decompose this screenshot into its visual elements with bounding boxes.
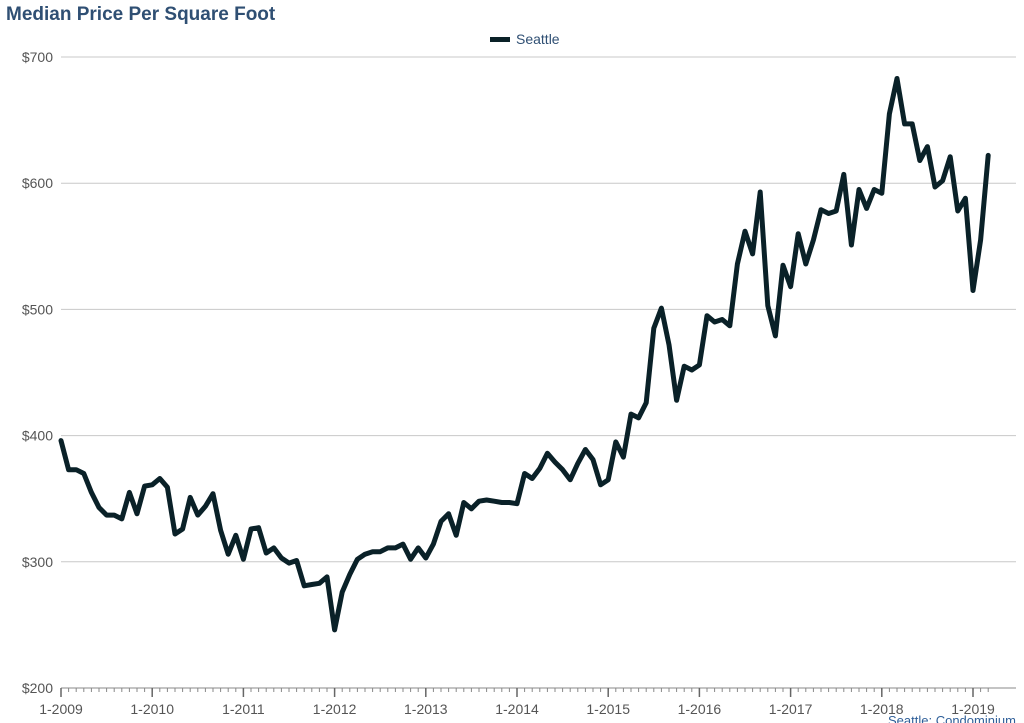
- legend-swatch: [490, 36, 510, 42]
- chart-title: Median Price Per Square Foot: [6, 4, 276, 25]
- x-tick-label: 1-2014: [495, 701, 539, 717]
- x-tick-label: 1-2010: [130, 701, 174, 717]
- x-tick-label: 1-2009: [39, 701, 83, 717]
- legend: Seattle: [490, 31, 560, 47]
- y-tick-label: $500: [22, 301, 53, 317]
- grid-layer: [61, 56, 1016, 563]
- y-tick-label: $200: [22, 680, 53, 696]
- series-line-seattle: [58, 76, 991, 633]
- x-tick-label: 1-2016: [678, 701, 722, 717]
- x-tick-label: 1-2019: [951, 701, 995, 717]
- axis-layer: $200 $300 $400 $500 $600 $700 1-2009 1-2010 1-20…: [22, 49, 1016, 717]
- y-tick-label: $600: [22, 175, 53, 191]
- x-tick-label: 1-2013: [404, 701, 448, 717]
- series-layer: [58, 76, 991, 633]
- legend-label: Seattle: [516, 31, 560, 47]
- x-tick-label: 1-2011: [222, 701, 265, 717]
- x-tick-label: 1-2017: [769, 701, 813, 717]
- x-tick-label: 1-2018: [860, 701, 904, 717]
- y-tick-label: $300: [22, 554, 53, 570]
- y-tick-label: $400: [22, 428, 53, 444]
- footer-note: Seattle: Condominium: [888, 713, 1016, 723]
- x-tick-label: 1-2012: [313, 701, 357, 717]
- x-tick-label: 1-2015: [586, 701, 630, 717]
- y-tick-label: $700: [22, 49, 53, 65]
